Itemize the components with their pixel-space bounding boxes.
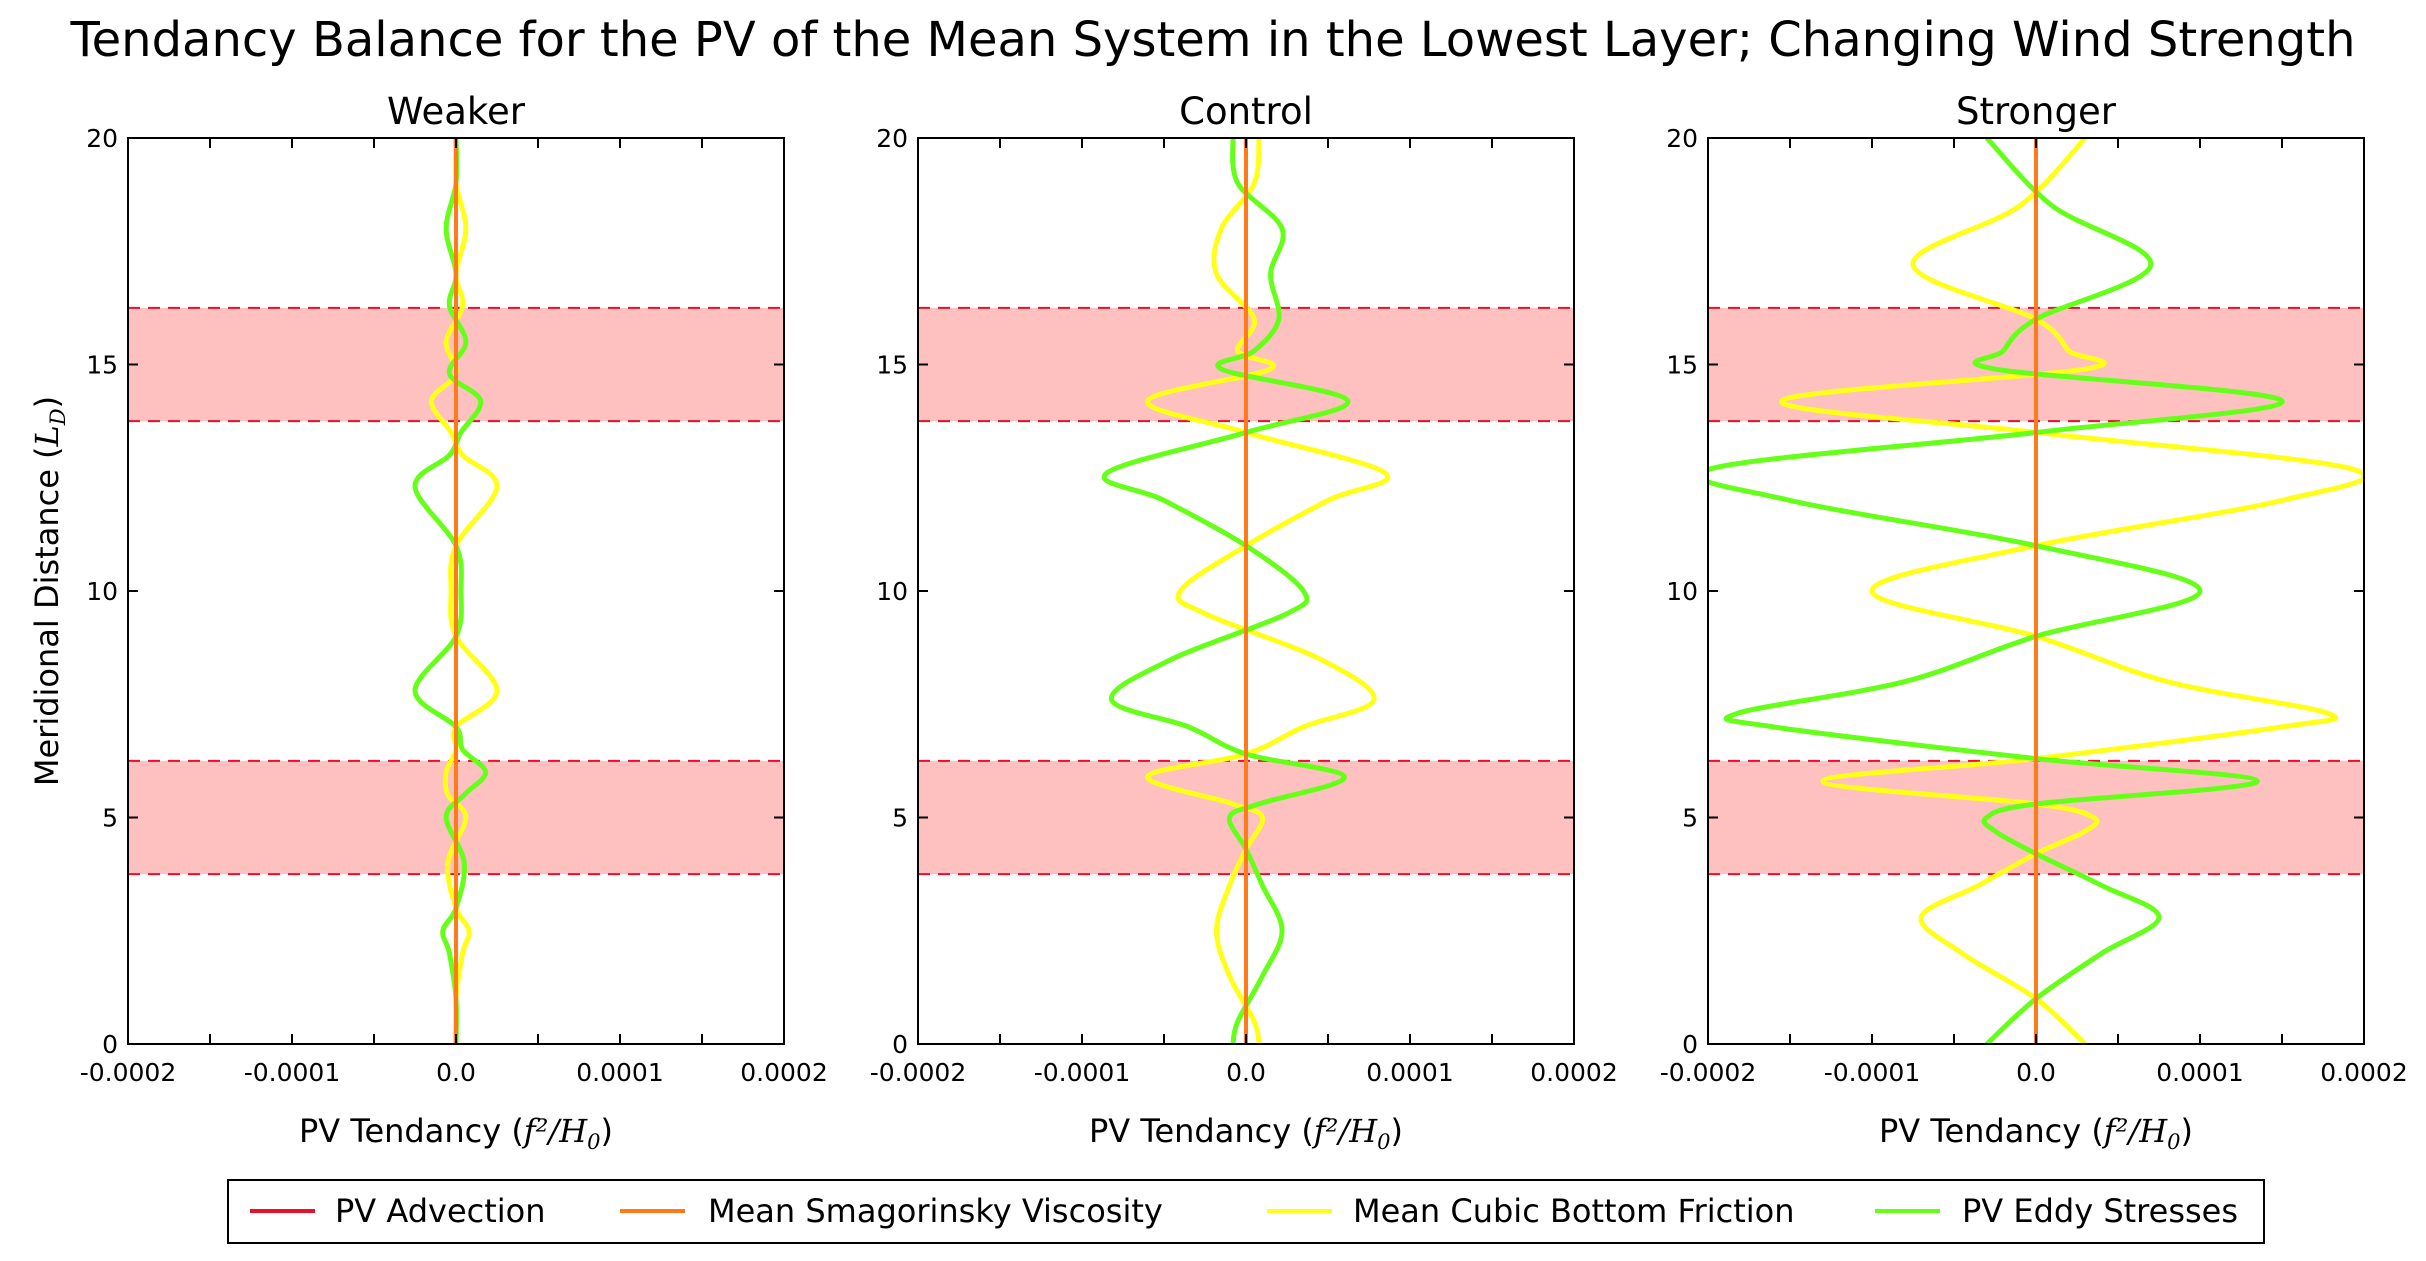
panel-stronger: -0.0002 -0.0001 0.0 0.0001 0.0002 0 5 10 15 20 Str… xyxy=(1660,90,2408,1154)
x-axis-label: PV Tendancy (f²/H0) xyxy=(299,1112,613,1154)
y-tick-label: 20 xyxy=(86,124,118,153)
x-tick-label: 0.0002 xyxy=(740,1058,827,1087)
x-tick-label: -0.0001 xyxy=(1824,1058,1921,1087)
panel-title: Stronger xyxy=(1956,90,2117,133)
x-tick-label: 0.0 xyxy=(2016,1058,2056,1087)
x-axis-label: PV Tendancy (f²/H0) xyxy=(1879,1112,2193,1154)
legend-label-eddy-stresses: PV Eddy Stresses xyxy=(1962,1192,2238,1230)
x-tick-label: 0.0001 xyxy=(2156,1058,2243,1087)
panel-weaker: -0.0002 -0.0001 0.0 0.0001 0.0002 0 5 10 15 20 Wea… xyxy=(28,90,828,1154)
panel-title: Weaker xyxy=(387,90,526,133)
series-line-pv-eddy-stresses xyxy=(1708,138,2285,1044)
figure-title: Tendancy Balance for the PV of the Mean … xyxy=(69,12,2355,68)
series-line-pv-eddy-stresses xyxy=(1101,138,1351,1044)
x-tick-label: -0.0002 xyxy=(870,1058,967,1087)
y-tick-label: 10 xyxy=(86,577,118,606)
y-tick-label: 20 xyxy=(1666,124,1698,153)
y-tick-label: 20 xyxy=(876,124,908,153)
panel-title: Control xyxy=(1179,90,1313,133)
series-line-mean-cubic-bottom-friction xyxy=(1145,138,1391,1044)
y-tick-label: 5 xyxy=(892,804,908,833)
series-line-mean-cubic-bottom-friction xyxy=(428,138,500,1044)
x-tick-label: 0.0001 xyxy=(576,1058,663,1087)
series-line-mean-cubic-bottom-friction xyxy=(1779,138,2364,1044)
x-tick-label: -0.0002 xyxy=(80,1058,177,1087)
y-tick-label: 0 xyxy=(892,1030,908,1059)
y-tick-label: 5 xyxy=(102,804,118,833)
x-tick-label: -0.0001 xyxy=(1034,1058,1131,1087)
y-tick-label: 10 xyxy=(1666,577,1698,606)
x-tick-label: 0.0 xyxy=(436,1058,476,1087)
legend-label-bottom-friction: Mean Cubic Bottom Friction xyxy=(1353,1192,1795,1230)
x-tick-label: 0.0001 xyxy=(1366,1058,1453,1087)
y-tick-label: 15 xyxy=(1666,351,1698,380)
y-tick-label: 0 xyxy=(1682,1030,1698,1059)
series-lines xyxy=(412,138,500,1044)
legend: PV Advection Mean Smagorinsky Viscosity … xyxy=(227,1179,2265,1244)
x-tick-label: 0.0 xyxy=(1226,1058,1266,1087)
legend-label-smagorinsky: Mean Smagorinsky Viscosity xyxy=(708,1192,1163,1230)
x-tick-label: 0.0002 xyxy=(1530,1058,1617,1087)
legend-label-pv-advection: PV Advection xyxy=(335,1192,546,1230)
x-tick-label: -0.0001 xyxy=(244,1058,341,1087)
y-tick-label: 10 xyxy=(876,577,908,606)
panel-control: -0.0002 -0.0001 0.0 0.0001 0.0002 0 5 10 15 20 Con… xyxy=(870,90,1618,1154)
y-tick-label: 15 xyxy=(876,351,908,380)
panels: -0.0002 -0.0001 0.0 0.0001 0.000205101520Wea… xyxy=(28,90,2408,1154)
x-tick-label: 0.0002 xyxy=(2320,1058,2407,1087)
y-tick-label: 0 xyxy=(102,1030,118,1059)
x-tick-label: -0.0002 xyxy=(1660,1058,1757,1087)
series-lines xyxy=(1101,138,1391,1044)
series-lines xyxy=(1708,138,2364,1044)
y-tick-label: 15 xyxy=(86,351,118,380)
x-axis-label: PV Tendancy (f²/H0) xyxy=(1089,1112,1403,1154)
y-axis-label: Meridional Distance (LD) xyxy=(28,396,70,786)
y-tick-label: 5 xyxy=(1682,804,1698,833)
